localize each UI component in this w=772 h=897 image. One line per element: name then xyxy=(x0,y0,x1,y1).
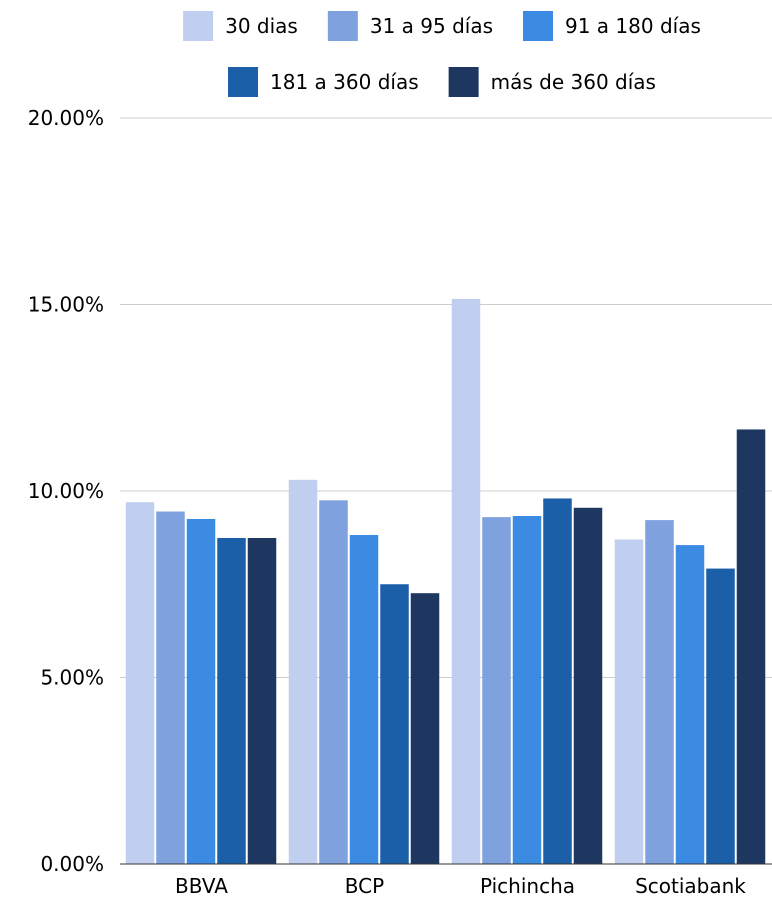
legend-label: 91 a 180 días xyxy=(565,14,701,38)
y-tick-label: 5.00% xyxy=(40,666,104,690)
bar-bbva-91-a-180-dias xyxy=(186,518,216,864)
bar-pichincha-181-a-360-dias xyxy=(543,498,572,864)
legend-label: más de 360 días xyxy=(491,70,656,94)
bar-bcp-31-a-95-dias xyxy=(319,500,348,864)
bar-scotiabank-181-a-360-dias xyxy=(706,568,735,864)
bar-bbva-31-a-95-dias xyxy=(156,511,185,864)
bar-pichincha-91-a-180-dias xyxy=(512,515,542,864)
legend-label: 30 dias xyxy=(225,14,298,38)
bar-bcp-181-a-360-dias xyxy=(380,584,409,864)
bar-bbva-30-dias xyxy=(125,502,155,864)
legend-label: 181 a 360 días xyxy=(270,70,419,94)
legend-swatch-mas-de-360-dias xyxy=(448,67,479,97)
bar-pichincha-mas-de-360-dias xyxy=(573,507,603,864)
y-tick-label: 10.00% xyxy=(28,479,104,503)
y-tick-label: 20.00% xyxy=(28,106,104,130)
x-tick-label: BCP xyxy=(345,874,384,897)
bar-bcp-30-dias xyxy=(288,479,318,864)
bar-scotiabank-31-a-95-dias xyxy=(645,520,674,864)
bar-bcp-mas-de-360-dias xyxy=(410,593,440,864)
legend: 30 dias 31 a 95 días 91 a 180 días 181 a 36… xyxy=(183,11,701,97)
bar-scotiabank-91-a-180-dias xyxy=(675,545,705,864)
legend-label: 31 a 95 días xyxy=(370,14,493,38)
y-axis: 0.00% 5.00% 10.00% 15.00% 20.00% xyxy=(28,106,104,876)
bar-bbva-181-a-360-dias xyxy=(217,537,246,864)
legend-swatch-31-a-95-dias xyxy=(327,11,358,41)
bar-pichincha-30-dias xyxy=(451,298,481,864)
x-tick-label: Pichincha xyxy=(480,874,575,897)
y-tick-label: 0.00% xyxy=(40,852,104,876)
legend-swatch-181-a-360-dias xyxy=(228,67,259,97)
legend-swatch-91-a-180-dias xyxy=(523,11,553,41)
bar-bcp-91-a-180-dias xyxy=(349,535,379,864)
bar-scotiabank-30-dias xyxy=(614,539,644,864)
bar-pichincha-31-a-95-dias xyxy=(482,517,511,864)
x-tick-label: Scotiabank xyxy=(635,874,746,897)
y-tick-label: 15.00% xyxy=(28,293,104,317)
x-tick-label: BBVA xyxy=(175,874,228,897)
bars xyxy=(125,298,766,864)
legend-swatch-30-dias xyxy=(183,11,214,41)
bar-bbva-mas-de-360-dias xyxy=(247,537,277,864)
x-axis: BBVA BCP Pichincha Scotiabank xyxy=(175,874,746,897)
bar-scotiabank-mas-de-360-dias xyxy=(736,429,766,864)
